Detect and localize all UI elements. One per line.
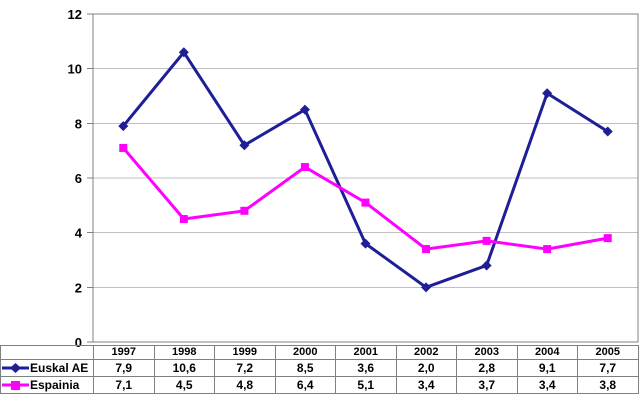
table-corner-cell xyxy=(0,345,94,360)
year-header: 2002 xyxy=(395,345,457,360)
svg-text:2: 2 xyxy=(75,280,82,295)
svg-text:4: 4 xyxy=(75,226,83,241)
espainia-line-marker-icon xyxy=(2,379,31,391)
year-header: 2005 xyxy=(577,345,639,360)
value-cell: 2,0 xyxy=(395,359,457,377)
value-cell: 5,1 xyxy=(335,376,397,394)
year-header: 2003 xyxy=(456,345,518,360)
table-header-row: 1997 1998 1999 2000 2001 2002 2003 2004 … xyxy=(0,345,639,360)
value-cell: 3,4 xyxy=(395,376,457,394)
legend-label-euskal-ae: Euskal AE xyxy=(30,361,89,375)
year-header: 1998 xyxy=(153,345,215,360)
year-header: 1997 xyxy=(93,345,155,360)
svg-text:8: 8 xyxy=(75,116,82,131)
value-cell: 3,8 xyxy=(577,376,639,394)
value-cell: 3,7 xyxy=(456,376,518,394)
data-table: 1997 1998 1999 2000 2001 2002 2003 2004 … xyxy=(0,345,639,394)
legend-cell-euskal-ae: Euskal AE xyxy=(0,359,94,377)
value-cell: 7,1 xyxy=(93,376,155,394)
value-cell: 9,1 xyxy=(516,359,578,377)
legend-label-espainia: Espainia xyxy=(30,378,80,392)
svg-text:10: 10 xyxy=(68,62,82,77)
value-cell: 6,4 xyxy=(274,376,336,394)
value-cell: 7,7 xyxy=(577,359,639,377)
legend-cell-espainia: Espainia xyxy=(0,376,94,394)
year-header: 2000 xyxy=(274,345,336,360)
table-row-espainia: Espainia 7,1 4,5 4,8 6,4 5,1 3,4 3,7 3,4… xyxy=(0,376,639,394)
year-header: 2004 xyxy=(516,345,578,360)
value-cell: 4,5 xyxy=(153,376,215,394)
value-cell: 7,9 xyxy=(93,359,155,377)
value-cell: 8,5 xyxy=(274,359,336,377)
value-cell: 10,6 xyxy=(153,359,215,377)
svg-text:12: 12 xyxy=(68,7,82,22)
value-cell: 3,6 xyxy=(335,359,397,377)
svg-text:6: 6 xyxy=(75,171,82,186)
year-header: 2001 xyxy=(335,345,397,360)
value-cell: 3,4 xyxy=(516,376,578,394)
table-row-euskal-ae: Euskal AE 7,9 10,6 7,2 8,5 3,6 2,0 2,8 9… xyxy=(0,359,639,377)
value-cell: 4,8 xyxy=(214,376,276,394)
year-header: 1999 xyxy=(214,345,276,360)
value-cell: 2,8 xyxy=(456,359,518,377)
value-cell: 7,2 xyxy=(214,359,276,377)
euskal-ae-line-marker-icon xyxy=(2,362,31,374)
svg-text:0: 0 xyxy=(75,335,82,350)
